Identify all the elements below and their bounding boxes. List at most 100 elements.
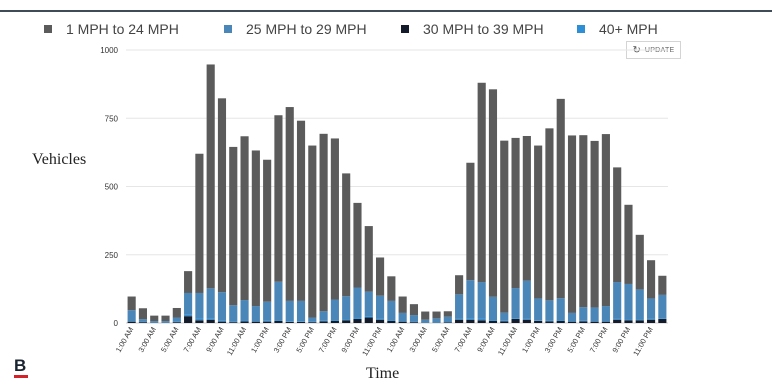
bar-segment [319, 133, 328, 312]
bar-segment [127, 310, 136, 322]
bar-segment [240, 320, 249, 322]
bar-segment [466, 318, 475, 320]
bar-segment [308, 321, 317, 323]
bar-segment [477, 282, 486, 319]
bar-segment [387, 320, 396, 323]
x-tick-label: 1:00 AM [385, 326, 407, 354]
bar-segment [229, 305, 238, 322]
bar-segment [387, 319, 396, 321]
bar-segment [488, 320, 498, 323]
bar-segment [330, 319, 339, 321]
bar-segment [172, 321, 181, 323]
x-tick-label: 3:00 AM [136, 326, 158, 354]
bar-segment [353, 202, 362, 288]
bar-segment [206, 318, 215, 320]
bar-segment [319, 311, 328, 321]
bar-segment [285, 107, 294, 301]
bar-segment [330, 138, 339, 300]
y-tick-label: 1000 [100, 46, 118, 55]
bar-segment [624, 320, 633, 323]
bar-segment [319, 320, 328, 322]
legend-item-25-29[interactable]: 25 MPH to 29 MPH [224, 18, 367, 40]
bar-segment [184, 271, 193, 293]
bar-segment [455, 275, 464, 295]
x-tick-label: 7:00 PM [317, 326, 339, 355]
bar-segment [251, 321, 260, 323]
bar-segment [274, 319, 283, 321]
y-tick-label: 500 [105, 183, 119, 192]
bar-segment [206, 288, 215, 319]
bar-segment [150, 321, 159, 323]
bar-segment [251, 150, 260, 307]
bar-segment [455, 294, 464, 319]
bar-segment [579, 135, 588, 308]
bar-segment [229, 322, 238, 323]
bar-segment [545, 321, 554, 323]
bar-segment [646, 298, 656, 319]
bar-segment [522, 280, 531, 319]
legend-item-40-plus[interactable]: 40+ MPH [577, 18, 658, 40]
brand-letter: B [14, 356, 27, 375]
x-tick-label: 11:00 PM [631, 326, 655, 358]
legend-label: 1 MPH to 24 MPH [66, 21, 179, 37]
bar-segment [421, 319, 430, 323]
legend-item-30-39[interactable]: 30 MPH to 39 MPH [401, 18, 544, 40]
bar-segment [172, 322, 181, 323]
bar-segment [330, 320, 339, 323]
bar-segment [545, 128, 554, 301]
bar-segment [579, 320, 588, 322]
bar-segment [274, 281, 283, 320]
legend-label: 25 MPH to 29 MPH [246, 21, 367, 37]
bar-segment [477, 320, 486, 323]
bar-segment [556, 319, 565, 321]
bar-segment [646, 319, 656, 323]
bar-segment [353, 318, 362, 323]
bar-segment [500, 321, 509, 323]
bar-segment [319, 321, 328, 323]
bar-segment [488, 89, 498, 297]
x-tick-label: 1:00 PM [520, 326, 542, 355]
bar-segment [364, 226, 373, 292]
x-tick-label: 9:00 PM [610, 326, 632, 355]
bar-segment [488, 319, 498, 321]
bar-segment [556, 98, 565, 299]
bar-segment [217, 292, 227, 321]
x-tick-label: 1:00 PM [249, 326, 271, 355]
bar-segment [229, 321, 238, 323]
bar-segment [398, 296, 407, 313]
x-tick-label: 7:00 PM [588, 326, 610, 355]
bar-segment [579, 321, 588, 323]
bar-segment [150, 315, 159, 322]
bar-segment [624, 319, 633, 321]
bar-segment [195, 292, 204, 319]
x-axis-title: Time [366, 365, 400, 382]
bar-segment [375, 295, 385, 319]
bar-segment [624, 204, 633, 284]
bar-segment [296, 321, 306, 323]
bar-segment [172, 307, 181, 318]
header-rule [0, 0, 772, 12]
bar-segment [635, 234, 644, 290]
legend-item-1-24[interactable]: 1 MPH to 24 MPH [44, 18, 179, 40]
x-tick-label: 7:00 AM [453, 326, 475, 354]
bar-segment [342, 319, 351, 321]
bar-segment [251, 306, 260, 322]
bar-segment [353, 317, 362, 319]
bar-segment [466, 280, 475, 319]
bar-segment [217, 320, 227, 322]
y-axis-title: Vehicles [32, 151, 87, 168]
bar-segment [511, 318, 520, 323]
bar-segment [500, 320, 509, 322]
x-tick-label: 11:00 AM [225, 326, 248, 357]
bar-segment [421, 311, 430, 320]
bar-segment [409, 304, 419, 316]
bar-segment [601, 134, 610, 307]
bar-segment [263, 320, 272, 322]
bar-segment [534, 320, 543, 321]
x-tick-label: 11:00 PM [360, 326, 384, 358]
bar-segment [364, 316, 373, 318]
bar-segment [534, 320, 543, 323]
bar-segment [296, 321, 306, 322]
bar-segment [455, 319, 464, 323]
bar-segment [477, 82, 486, 283]
